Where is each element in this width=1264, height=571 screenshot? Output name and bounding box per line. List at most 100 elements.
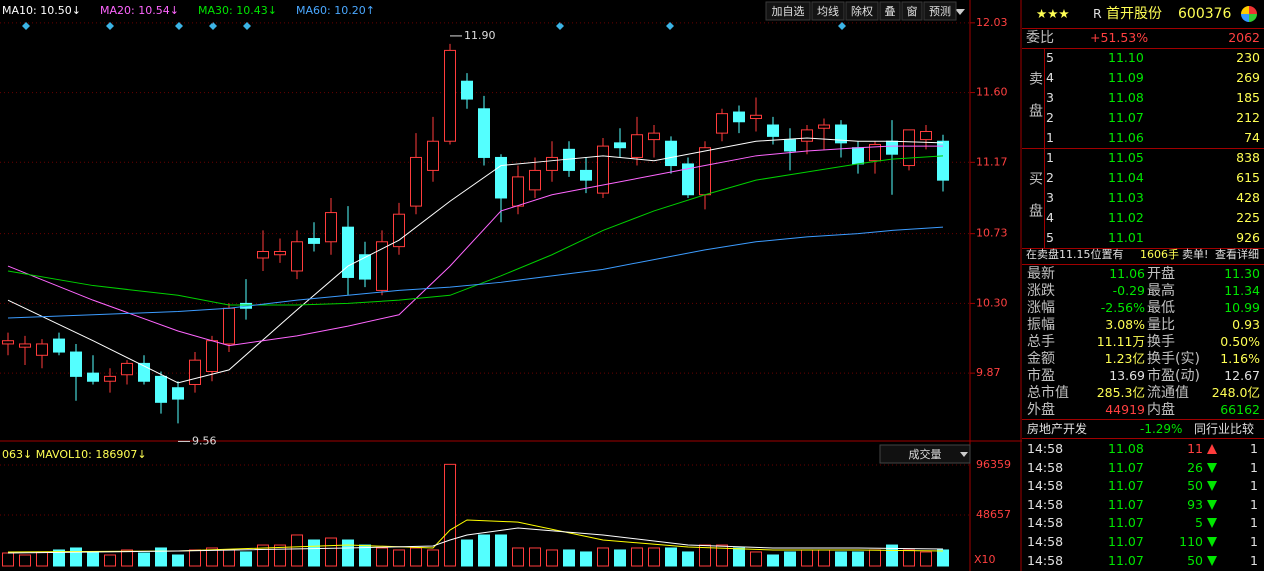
ratio-pct: +51.53% xyxy=(1090,30,1149,45)
volume-bar xyxy=(546,549,558,567)
volume-bar xyxy=(359,544,371,567)
volume-bar xyxy=(53,549,65,567)
notice-volume: 1606手 xyxy=(1140,248,1179,261)
volume-bar xyxy=(223,549,235,567)
stat-label: 总手 xyxy=(1027,334,1055,350)
toolbar-label[interactable]: 均线 xyxy=(817,4,839,18)
stat-value: -0.29 xyxy=(1112,283,1145,298)
toolbar-button[interactable] xyxy=(811,1,845,21)
candle-body xyxy=(478,108,490,158)
candle-body xyxy=(920,130,932,141)
volume-bar xyxy=(427,549,439,567)
level-volume: 185 xyxy=(1236,90,1260,105)
candle-body xyxy=(597,145,609,194)
level-volume: 926 xyxy=(1236,230,1260,245)
candle-body xyxy=(461,80,473,100)
tick-price: 11.08 xyxy=(1108,441,1144,456)
candle-body xyxy=(342,226,354,278)
level: 5 xyxy=(1046,50,1054,65)
volume-legend: 063↓ MAVOL10: 186907↓ xyxy=(2,448,147,461)
tick-volume: 5 xyxy=(1195,515,1203,531)
candle-body xyxy=(2,340,14,345)
ma-line xyxy=(7,145,943,347)
candle-body xyxy=(580,169,592,181)
volume-bar xyxy=(121,549,133,567)
toolbar-button[interactable] xyxy=(923,1,957,21)
stat-value: 11.06 xyxy=(1109,266,1145,281)
volume-bar xyxy=(189,549,201,567)
stat-label: 市盈(动) xyxy=(1147,368,1200,384)
stat-value: 10.99 xyxy=(1224,300,1260,315)
volume-bar xyxy=(70,547,82,567)
candle-body xyxy=(121,362,133,376)
ma-legend: MA60: 10.20↑ xyxy=(296,4,375,17)
candle-body xyxy=(869,143,881,162)
volume-bar xyxy=(172,554,184,567)
separator xyxy=(1022,264,1264,265)
volume-bar xyxy=(206,547,218,567)
toolbar-button[interactable] xyxy=(879,1,901,21)
toolbar-button[interactable] xyxy=(765,1,811,21)
candle-body xyxy=(529,169,541,191)
notice-link[interactable]: 查看详细 xyxy=(1215,248,1259,261)
tick-time: 14:58 xyxy=(1027,496,1064,512)
toolbar-label[interactable]: 窗 xyxy=(907,4,918,18)
toolbar-label[interactable]: 加自选 xyxy=(772,5,805,18)
volume-bar xyxy=(325,537,337,567)
level-price: 11.01 xyxy=(1108,230,1144,245)
candle-body xyxy=(223,307,235,345)
stat-value: 1.16% xyxy=(1220,351,1260,366)
level: 2 xyxy=(1046,170,1054,185)
level: 3 xyxy=(1046,90,1054,105)
candle-body xyxy=(376,241,388,291)
dropdown-icon[interactable] xyxy=(960,452,968,457)
y-tick-label: 48657 xyxy=(976,508,1011,521)
volume-bar xyxy=(665,547,677,567)
tick-time: 14:58 xyxy=(1027,534,1064,549)
sell-label: 卖盘 xyxy=(1027,71,1043,135)
ratio-label: 委比 xyxy=(1026,30,1054,46)
sector-compare[interactable]: 同行业比较 xyxy=(1194,422,1255,436)
candle-body xyxy=(444,49,456,142)
y-tick-label: 10.30 xyxy=(976,296,1008,309)
toolbar-label[interactable]: 叠 xyxy=(885,5,896,18)
tick-time: 14:58 xyxy=(1027,515,1064,531)
candle-body xyxy=(393,213,405,248)
volume-bar xyxy=(648,547,660,567)
level: 1 xyxy=(1046,150,1054,165)
candle-body xyxy=(87,372,99,382)
level-volume: 225 xyxy=(1236,210,1260,225)
candle-body xyxy=(903,129,915,167)
arrow-down xyxy=(1207,462,1217,473)
candle-body xyxy=(665,140,677,167)
buy-label: 买盘 xyxy=(1027,171,1043,235)
tick-volume: 110 xyxy=(1179,534,1203,549)
volume-bar xyxy=(716,544,728,567)
dropdown-icon[interactable] xyxy=(955,9,965,15)
candle-body xyxy=(325,212,337,243)
stat-label: 开盘 xyxy=(1147,266,1175,282)
stat-label: 流通值 xyxy=(1147,385,1189,401)
toolbar-label[interactable]: 预测 xyxy=(929,5,951,18)
toolbar-label[interactable]: 除权 xyxy=(851,4,873,18)
volume-bar xyxy=(733,547,745,567)
separator xyxy=(1022,28,1264,29)
ma-line xyxy=(7,155,944,306)
level-price: 11.03 xyxy=(1108,190,1144,205)
stat-label: 振幅 xyxy=(1027,317,1055,333)
separator xyxy=(1022,148,1264,149)
tick-price: 11.07 xyxy=(1108,515,1144,531)
toolbar-button[interactable] xyxy=(845,1,879,21)
volume-bar xyxy=(138,552,150,567)
tick-time: 14:58 xyxy=(1027,441,1064,456)
panel-selector[interactable] xyxy=(879,444,971,464)
arrow-down xyxy=(1207,537,1217,547)
candle-body xyxy=(546,156,558,171)
app-icon[interactable] xyxy=(1241,6,1257,22)
volume-bar xyxy=(903,549,915,567)
tick-count: 1 xyxy=(1250,478,1258,494)
volume-bar xyxy=(495,534,507,567)
volume-bar xyxy=(376,547,388,567)
toolbar-button[interactable] xyxy=(901,1,923,21)
